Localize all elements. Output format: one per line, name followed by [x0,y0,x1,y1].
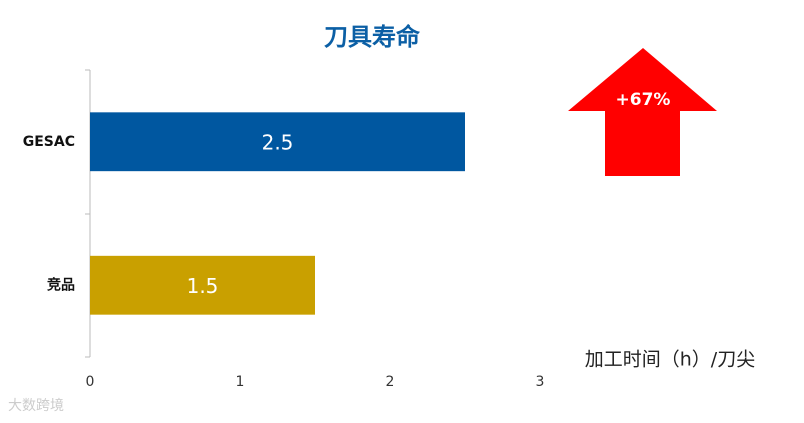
annotation-arrow [568,48,717,176]
watermark: 大数跨境 [8,398,64,414]
y-tick-label: 竞品 [47,276,75,293]
x-tick-label: 3 [536,374,545,390]
bar [90,255,315,315]
x-tick-label: 2 [386,374,395,390]
data-label: 1.5 [187,274,219,298]
annotation: +67% [616,90,671,110]
y-tick-label: GESAC [23,134,75,150]
chart-title: 刀具寿命 [324,23,421,51]
bar [90,112,465,172]
x-tick-label: 0 [86,374,95,390]
x-tick-label: 1 [236,374,245,390]
x-axis-label: 加工时间（h）/刀尖 [585,349,755,371]
data-label: 2.5 [262,130,294,154]
